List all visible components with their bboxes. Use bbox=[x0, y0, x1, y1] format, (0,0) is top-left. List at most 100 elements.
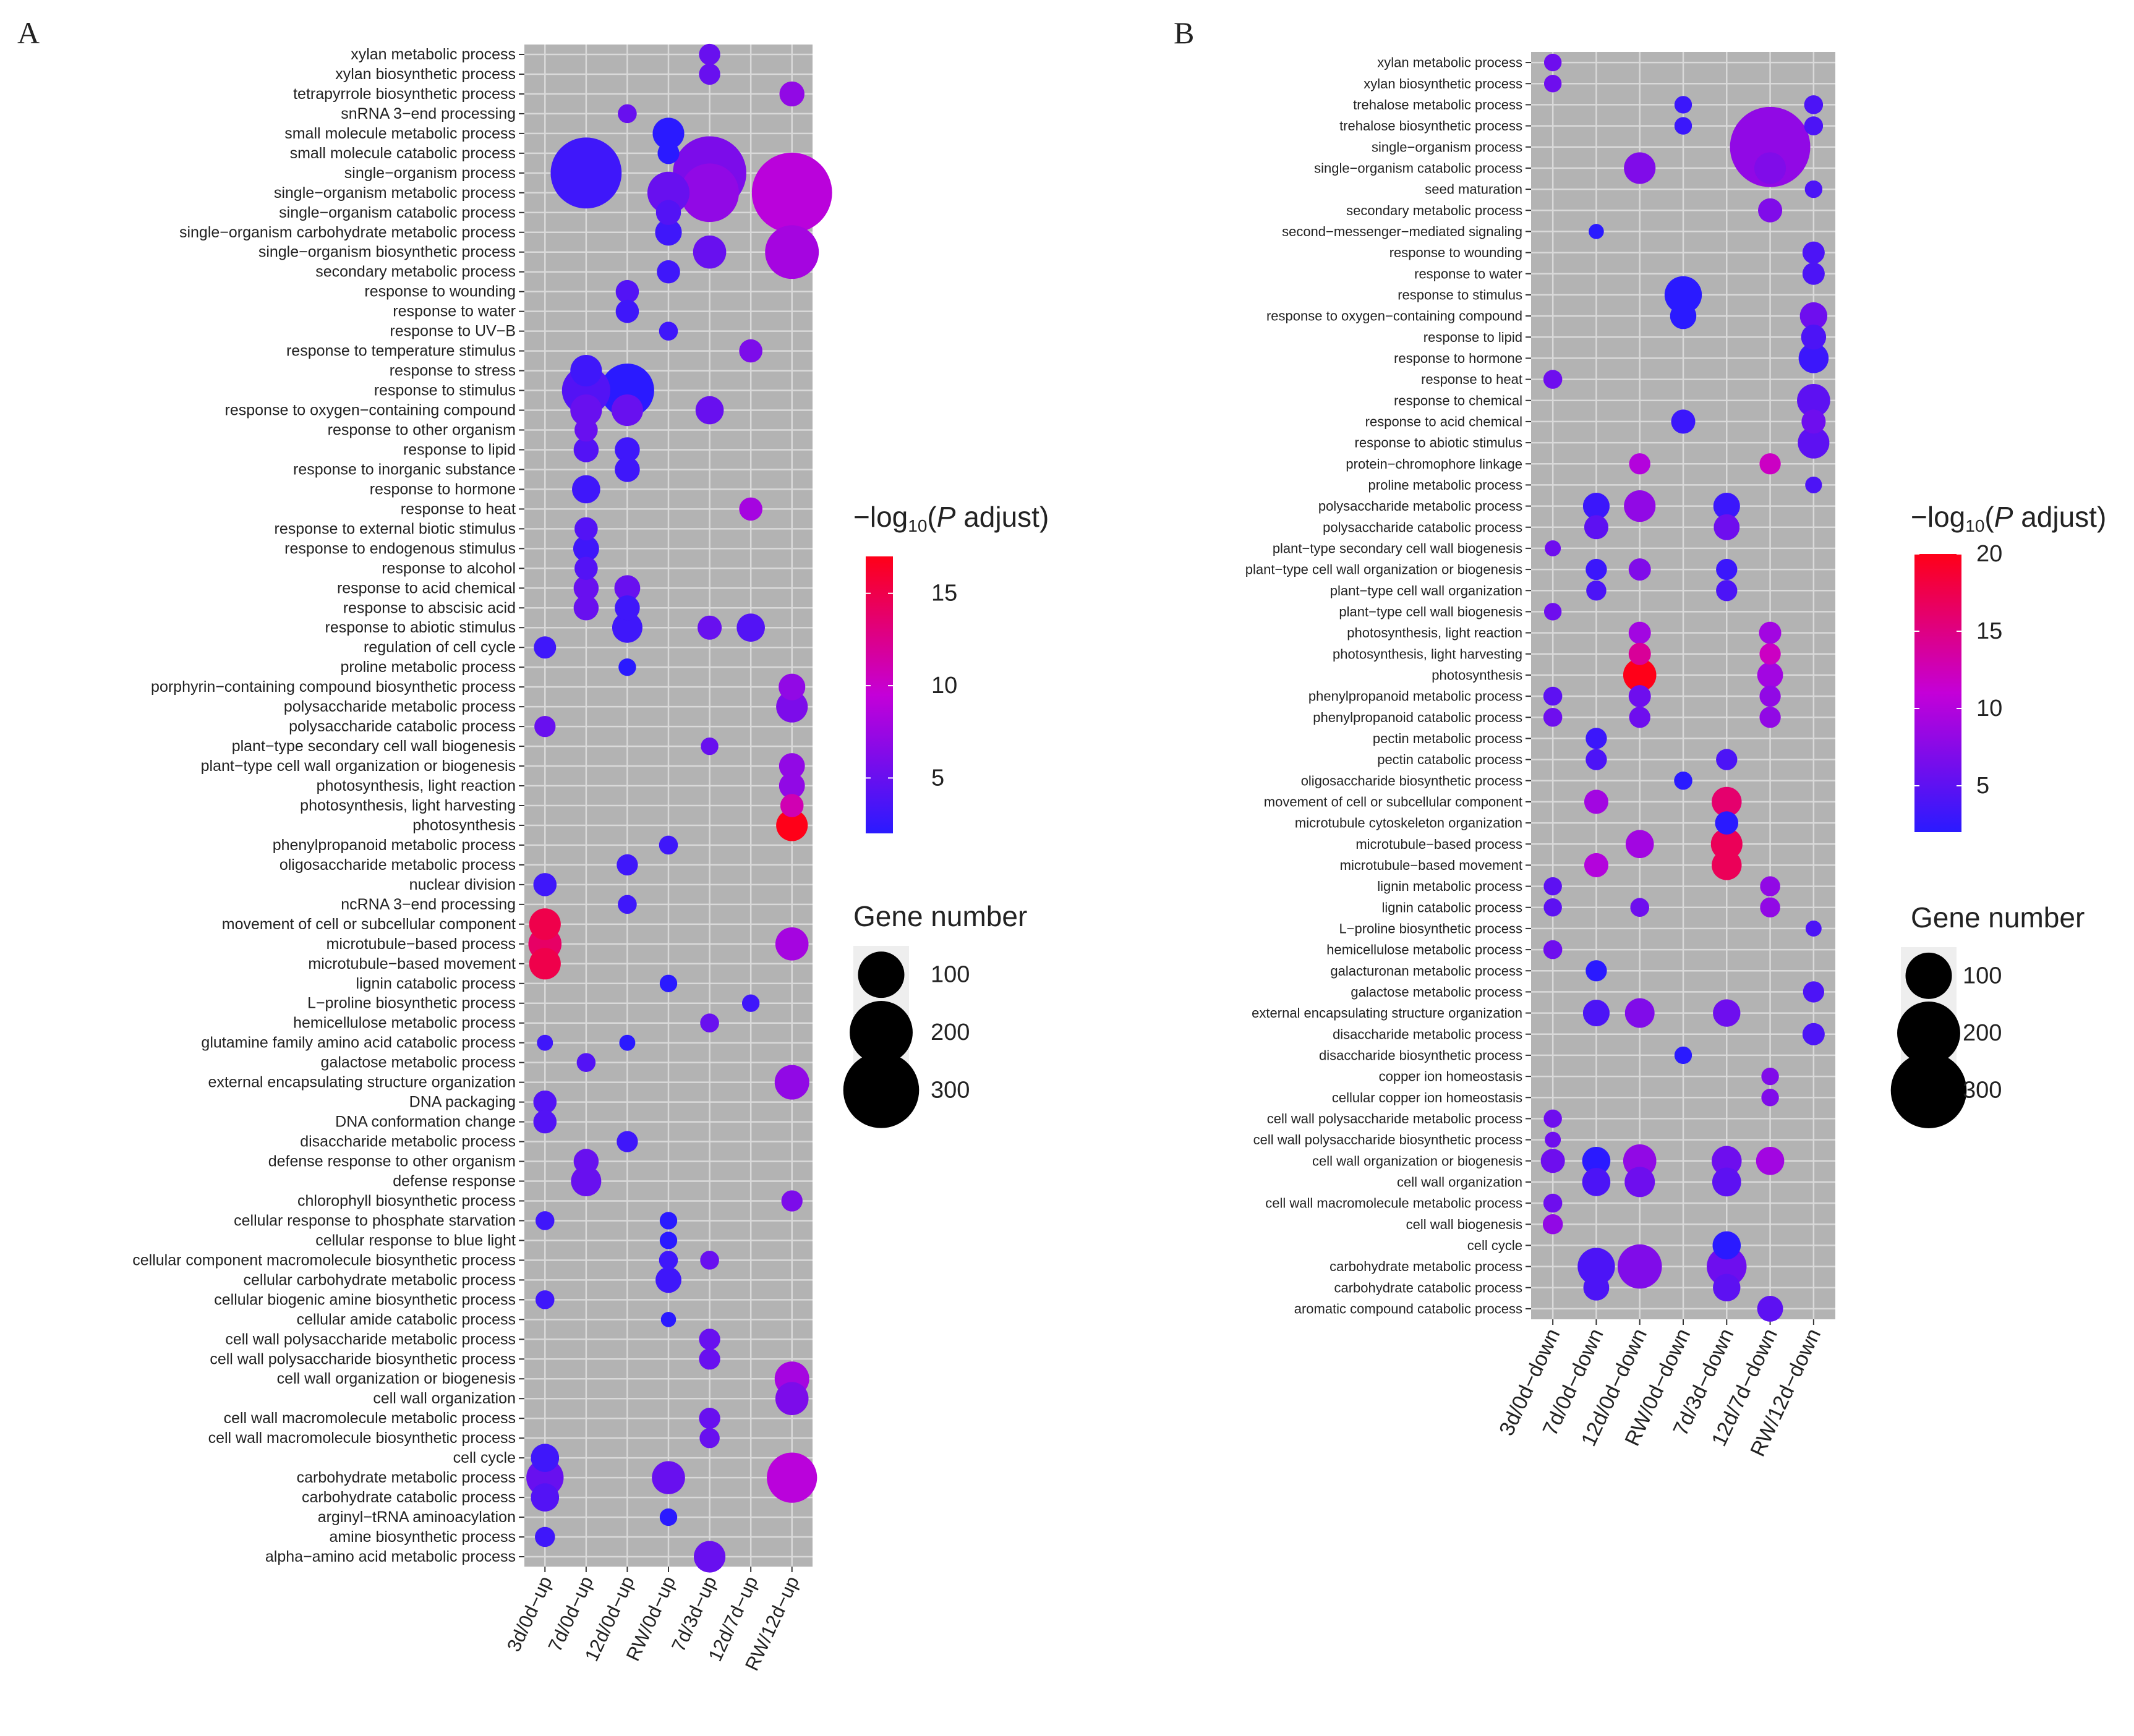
data-point bbox=[694, 1541, 726, 1573]
data-point bbox=[655, 1267, 681, 1293]
y-tick-label: response to UV−B bbox=[390, 323, 516, 340]
y-tick-label: secondary metabolic process bbox=[1346, 203, 1522, 218]
data-point bbox=[1759, 453, 1781, 475]
data-point bbox=[1713, 1274, 1741, 1301]
y-tick-label: plant−type secondary cell wall biogenesi… bbox=[1273, 540, 1522, 556]
data-point bbox=[1759, 621, 1782, 644]
y-tick-label: response to hormone bbox=[1394, 351, 1522, 366]
y-tick-label: cell wall polysaccharide metabolic proce… bbox=[1267, 1111, 1522, 1126]
data-point bbox=[1543, 686, 1563, 706]
data-point bbox=[615, 595, 640, 621]
y-tick-label: defense response bbox=[393, 1173, 516, 1190]
data-point bbox=[1759, 643, 1781, 665]
y-tick-label: response to oxygen−containing compound bbox=[1266, 308, 1522, 324]
size-legend-label: 100 bbox=[1963, 963, 2002, 989]
y-tick-label: cell wall polysaccharide metabolic proce… bbox=[225, 1330, 516, 1348]
y-tick-label: xylan biosynthetic process bbox=[1364, 76, 1522, 91]
data-point bbox=[1630, 898, 1649, 917]
data-point bbox=[531, 1483, 560, 1512]
data-point bbox=[751, 152, 832, 233]
data-point bbox=[699, 1348, 720, 1370]
data-point bbox=[647, 171, 690, 214]
y-tick-label: microtubule cytoskeleton organization bbox=[1295, 815, 1522, 831]
data-point bbox=[699, 63, 720, 85]
data-point bbox=[657, 260, 680, 284]
y-tick-label: hemicellulose metabolic process bbox=[293, 1015, 516, 1032]
data-point bbox=[765, 225, 819, 279]
data-point bbox=[550, 137, 622, 209]
data-point bbox=[533, 1110, 557, 1134]
colorbar-tick-label: 10 bbox=[1976, 696, 2002, 721]
data-point bbox=[570, 355, 602, 387]
data-point bbox=[615, 437, 640, 462]
data-point bbox=[573, 595, 599, 621]
y-tick-label: response to stimulus bbox=[1398, 287, 1522, 302]
y-tick-label: single−organism catabolic process bbox=[1314, 160, 1522, 176]
data-point bbox=[781, 1190, 803, 1212]
y-tick-label: response to endogenous stimulus bbox=[284, 540, 516, 557]
y-tick-label: xylan metabolic process bbox=[1377, 55, 1522, 70]
data-point bbox=[1805, 476, 1822, 494]
data-point bbox=[573, 535, 599, 562]
data-point bbox=[699, 43, 720, 66]
y-tick-label: plant−type cell wall organization or bio… bbox=[1245, 562, 1522, 577]
y-tick-label: response to other organism bbox=[328, 421, 516, 438]
data-point bbox=[1628, 621, 1651, 644]
y-tick-label: porphyrin−containing compound biosynthet… bbox=[151, 678, 516, 696]
data-point bbox=[652, 1461, 685, 1494]
data-point bbox=[1714, 514, 1740, 540]
size-legend-dot bbox=[1905, 952, 1952, 999]
y-tick-label: cell cycle bbox=[453, 1449, 516, 1466]
data-point bbox=[529, 908, 561, 940]
data-point bbox=[1801, 409, 1826, 434]
data-point bbox=[1584, 789, 1608, 814]
y-tick-label: response to abiotic stimulus bbox=[1355, 435, 1522, 451]
data-point bbox=[1757, 1295, 1783, 1322]
data-point bbox=[1584, 853, 1608, 877]
data-point bbox=[739, 497, 762, 521]
y-tick-label: trehalose metabolic process bbox=[1353, 97, 1522, 113]
y-tick-label: cellular response to phosphate starvatio… bbox=[234, 1212, 516, 1229]
data-point bbox=[1716, 580, 1738, 602]
y-tick-label: response to abiotic stimulus bbox=[325, 619, 516, 636]
data-point bbox=[1628, 558, 1651, 581]
data-point bbox=[1586, 960, 1607, 982]
size-legend-label: 200 bbox=[931, 1019, 970, 1045]
y-tick-label: lignin catabolic process bbox=[356, 975, 516, 992]
data-point bbox=[615, 279, 639, 304]
data-point bbox=[533, 1090, 557, 1114]
y-tick-label: cell wall polysaccharide biosynthetic pr… bbox=[1253, 1132, 1522, 1147]
y-tick-label: plant−type cell wall biogenesis bbox=[1339, 604, 1522, 619]
data-point bbox=[531, 1444, 560, 1472]
data-point bbox=[1804, 180, 1823, 198]
y-tick-label: response to heat bbox=[1421, 372, 1522, 387]
y-tick-label: response to abscisic acid bbox=[343, 599, 516, 616]
data-point bbox=[1707, 1246, 1747, 1287]
data-point bbox=[1664, 276, 1702, 314]
data-point bbox=[572, 475, 600, 504]
data-point bbox=[536, 1290, 555, 1309]
data-point bbox=[659, 974, 678, 992]
data-point bbox=[1756, 1146, 1785, 1175]
size-legend-label: 200 bbox=[1963, 1020, 2002, 1046]
data-point bbox=[1542, 1214, 1563, 1235]
y-tick-label: carbohydrate metabolic process bbox=[297, 1469, 516, 1486]
colorbar-tick-label: 10 bbox=[931, 673, 957, 699]
data-point bbox=[619, 1034, 636, 1051]
data-point bbox=[1730, 106, 1811, 187]
data-point bbox=[1674, 117, 1692, 135]
y-tick-label: external encapsulating structure organiz… bbox=[1252, 1005, 1522, 1021]
data-point bbox=[1804, 95, 1824, 114]
y-tick-label: second−messenger−mediated signaling bbox=[1282, 224, 1522, 239]
y-tick-label: amine biosynthetic process bbox=[329, 1528, 516, 1546]
y-tick-label: photosynthesis, light harvesting bbox=[300, 797, 516, 814]
y-tick-label: photosynthesis, light harvesting bbox=[1333, 646, 1522, 662]
colorbar-tick-label: 15 bbox=[931, 581, 957, 606]
data-point bbox=[776, 691, 808, 723]
data-point bbox=[767, 1452, 817, 1503]
data-point bbox=[1582, 493, 1610, 520]
y-tick-label: photosynthesis bbox=[1432, 667, 1522, 683]
y-tick-label: disaccharide biosynthetic process bbox=[1319, 1047, 1522, 1063]
data-point bbox=[774, 1065, 809, 1100]
